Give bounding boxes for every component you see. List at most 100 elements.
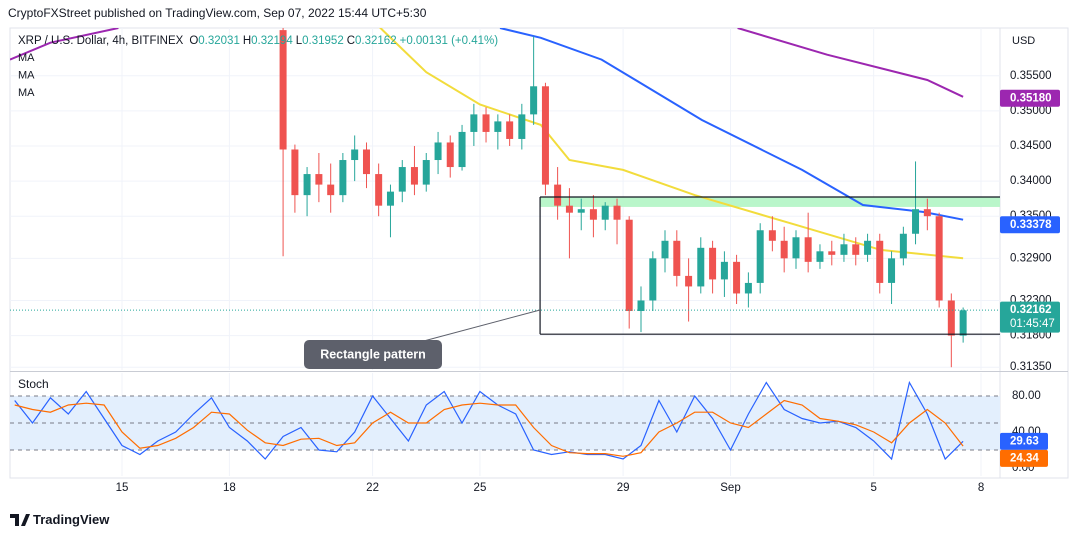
candle-body [494,121,502,132]
price-badge [1000,301,1060,333]
moving-average [10,28,964,98]
callout: Rectangle pattern [304,309,541,369]
candle-body [959,310,967,336]
candle-body [709,247,717,280]
stoch-line [14,399,964,457]
candle-body [518,114,526,139]
stoch-pane [10,380,1000,461]
callout-box [304,340,442,369]
x-tick-label: 5 [870,482,876,494]
moving-average [379,28,964,260]
candle-body [864,240,872,255]
candle-body [482,114,490,132]
candle-body [828,251,836,255]
callout-text: Rectangle pattern [320,347,426,361]
y-tick-label: 0.34500 [1010,140,1052,152]
candle-body [362,149,370,175]
candle-body [768,230,776,241]
candle-body [577,209,585,213]
candle-body [935,216,943,301]
candle-body [303,174,311,196]
candle-body [327,184,335,196]
legend-entry: MA [18,69,35,81]
candle-body [744,282,752,294]
candle-body [291,149,299,196]
y-tick-label: 0.34000 [1010,175,1052,187]
candle-body [733,261,741,294]
footer-text: TradingView [33,512,110,527]
legend-entry: MA [18,87,35,99]
price-badge [1000,216,1060,234]
candle-body [351,149,359,161]
y-tick-label: 80.00 [1012,390,1041,402]
candle-body [780,240,788,259]
x-tick-label: 25 [474,482,487,494]
candle-body [541,86,549,185]
candle-body [410,167,418,185]
candle-body [912,209,920,234]
stoch-title: Stoch [18,377,49,391]
candle-body [279,30,287,150]
x-tick-label: 29 [617,482,630,494]
y-tick-label: 0.31350 [1010,361,1052,373]
header-item: L [296,35,303,47]
candle-body [888,258,896,283]
candle-body [601,205,609,220]
header-item: 0.32194 [251,35,293,47]
candle-body [649,258,657,301]
legend-entry: MA [18,52,35,64]
candle-body [720,261,728,280]
zone [540,196,1000,207]
candle-body [625,219,633,312]
callout-pointer [419,309,541,343]
candle-body [458,131,466,168]
candle-body [816,251,824,262]
candle-body [470,114,478,132]
candle-body [554,184,562,206]
price-badge [1000,89,1060,107]
header-item: 0.32031 [198,35,240,47]
price-badge-label: 0.33378 [1010,219,1052,231]
x-tick-label: 8 [978,482,984,494]
candle-body [386,191,394,206]
candle-body [446,142,454,168]
candle-body [661,240,669,259]
candle-body [530,86,538,115]
stoch-badge [1000,449,1048,467]
price-badge-sublabel: 01:45:47 [1010,318,1055,330]
candle-body [565,205,573,213]
header-item: +0.00131 (+0.41%) [400,35,499,47]
candle-body [852,244,860,255]
candle-body [673,240,681,276]
candle-body [613,205,621,220]
candle-body [589,209,597,220]
candle-body [422,160,430,185]
candle-body [697,247,705,287]
candle-body [375,174,383,206]
candle-body [899,233,907,259]
y-tick-label: 0.35000 [1010,105,1052,117]
candle-body [398,167,406,192]
stoch-badge-label: 24.34 [1010,452,1039,464]
candle-body [876,240,884,283]
x-tick-label: 22 [366,482,379,494]
stoch-line [14,380,964,461]
footer: TradingView [10,512,110,527]
price-pane [10,28,1000,368]
price-badge-label: 0.35180 [1010,92,1052,104]
candle-body [637,300,645,312]
frame [9,27,1069,479]
candle-body [506,121,514,139]
x-tick-label: 15 [116,482,129,494]
candle-body [685,275,693,287]
stoch-badge [1000,432,1048,450]
header-item: O [189,35,198,47]
header-item: XRP / U.S. Dollar, 4h, BITFINEX [18,35,184,47]
y-tick-label: 0.35500 [1010,70,1052,82]
candle-body [840,244,848,255]
candle-body [315,174,323,185]
header: CryptoFXStreet published on TradingView.… [8,6,1035,391]
candle-body [756,230,764,283]
logo [10,514,30,526]
